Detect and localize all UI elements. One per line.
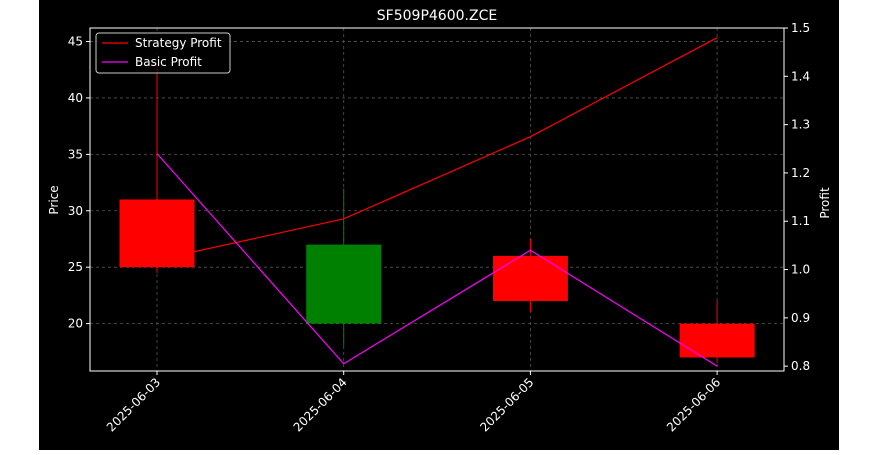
x-tick-label: 2025-06-05	[477, 375, 536, 434]
y-right-tick-label: 1.1	[791, 214, 810, 228]
x-tick-label: 2025-06-03	[104, 375, 163, 434]
y-left-tick-label: 45	[68, 35, 83, 49]
y-left-tick-label: 40	[68, 91, 83, 105]
series-line-strategy-profit	[156, 37, 718, 261]
legend: Strategy Profit Basic Profit	[95, 32, 231, 74]
x-tick-label: 2025-06-06	[664, 375, 723, 434]
plot-frame	[89, 27, 785, 372]
legend-label-basic-profit: Basic Profit	[135, 55, 202, 69]
chart-svg: 2025-06-03 2025-06-04 2025-06-05 2025-06-06…	[47, 8, 832, 434]
y-right-tick-label: 1.0	[791, 263, 810, 277]
legend-label-strategy-profit: Strategy Profit	[135, 36, 222, 50]
candle-layer	[119, 64, 755, 364]
y-right-tick-label: 0.9	[791, 311, 810, 325]
y-left-tick-label: 20	[68, 317, 83, 331]
candle-body	[679, 323, 755, 358]
y-right-tick-label: 1.4	[791, 69, 810, 83]
x-tick-label: 2025-06-04	[291, 375, 350, 434]
y-left-tick-label: 30	[68, 204, 83, 218]
legend-frame	[95, 32, 231, 74]
y-left-tick-label: 25	[68, 260, 83, 274]
y-axis-left-label: Price	[47, 185, 61, 214]
candle-body	[306, 244, 382, 324]
y-right-tick-label: 1.5	[791, 21, 810, 35]
y-left-tick-label: 35	[68, 147, 83, 161]
series-line-basic-profit	[156, 153, 718, 367]
y-right-tick-label: 1.2	[791, 166, 810, 180]
chart-title: SF509P4600.ZCE	[377, 8, 497, 24]
candle-body	[492, 255, 568, 302]
y-axis-right-label: Profit	[818, 187, 832, 219]
line-layer	[156, 37, 718, 367]
chart-figure: 2025-06-03 2025-06-04 2025-06-05 2025-06-06…	[39, 0, 839, 450]
candle-body	[119, 199, 195, 268]
y-right-tick-label: 1.3	[791, 118, 810, 132]
y-right-tick-label: 0.8	[791, 359, 810, 373]
